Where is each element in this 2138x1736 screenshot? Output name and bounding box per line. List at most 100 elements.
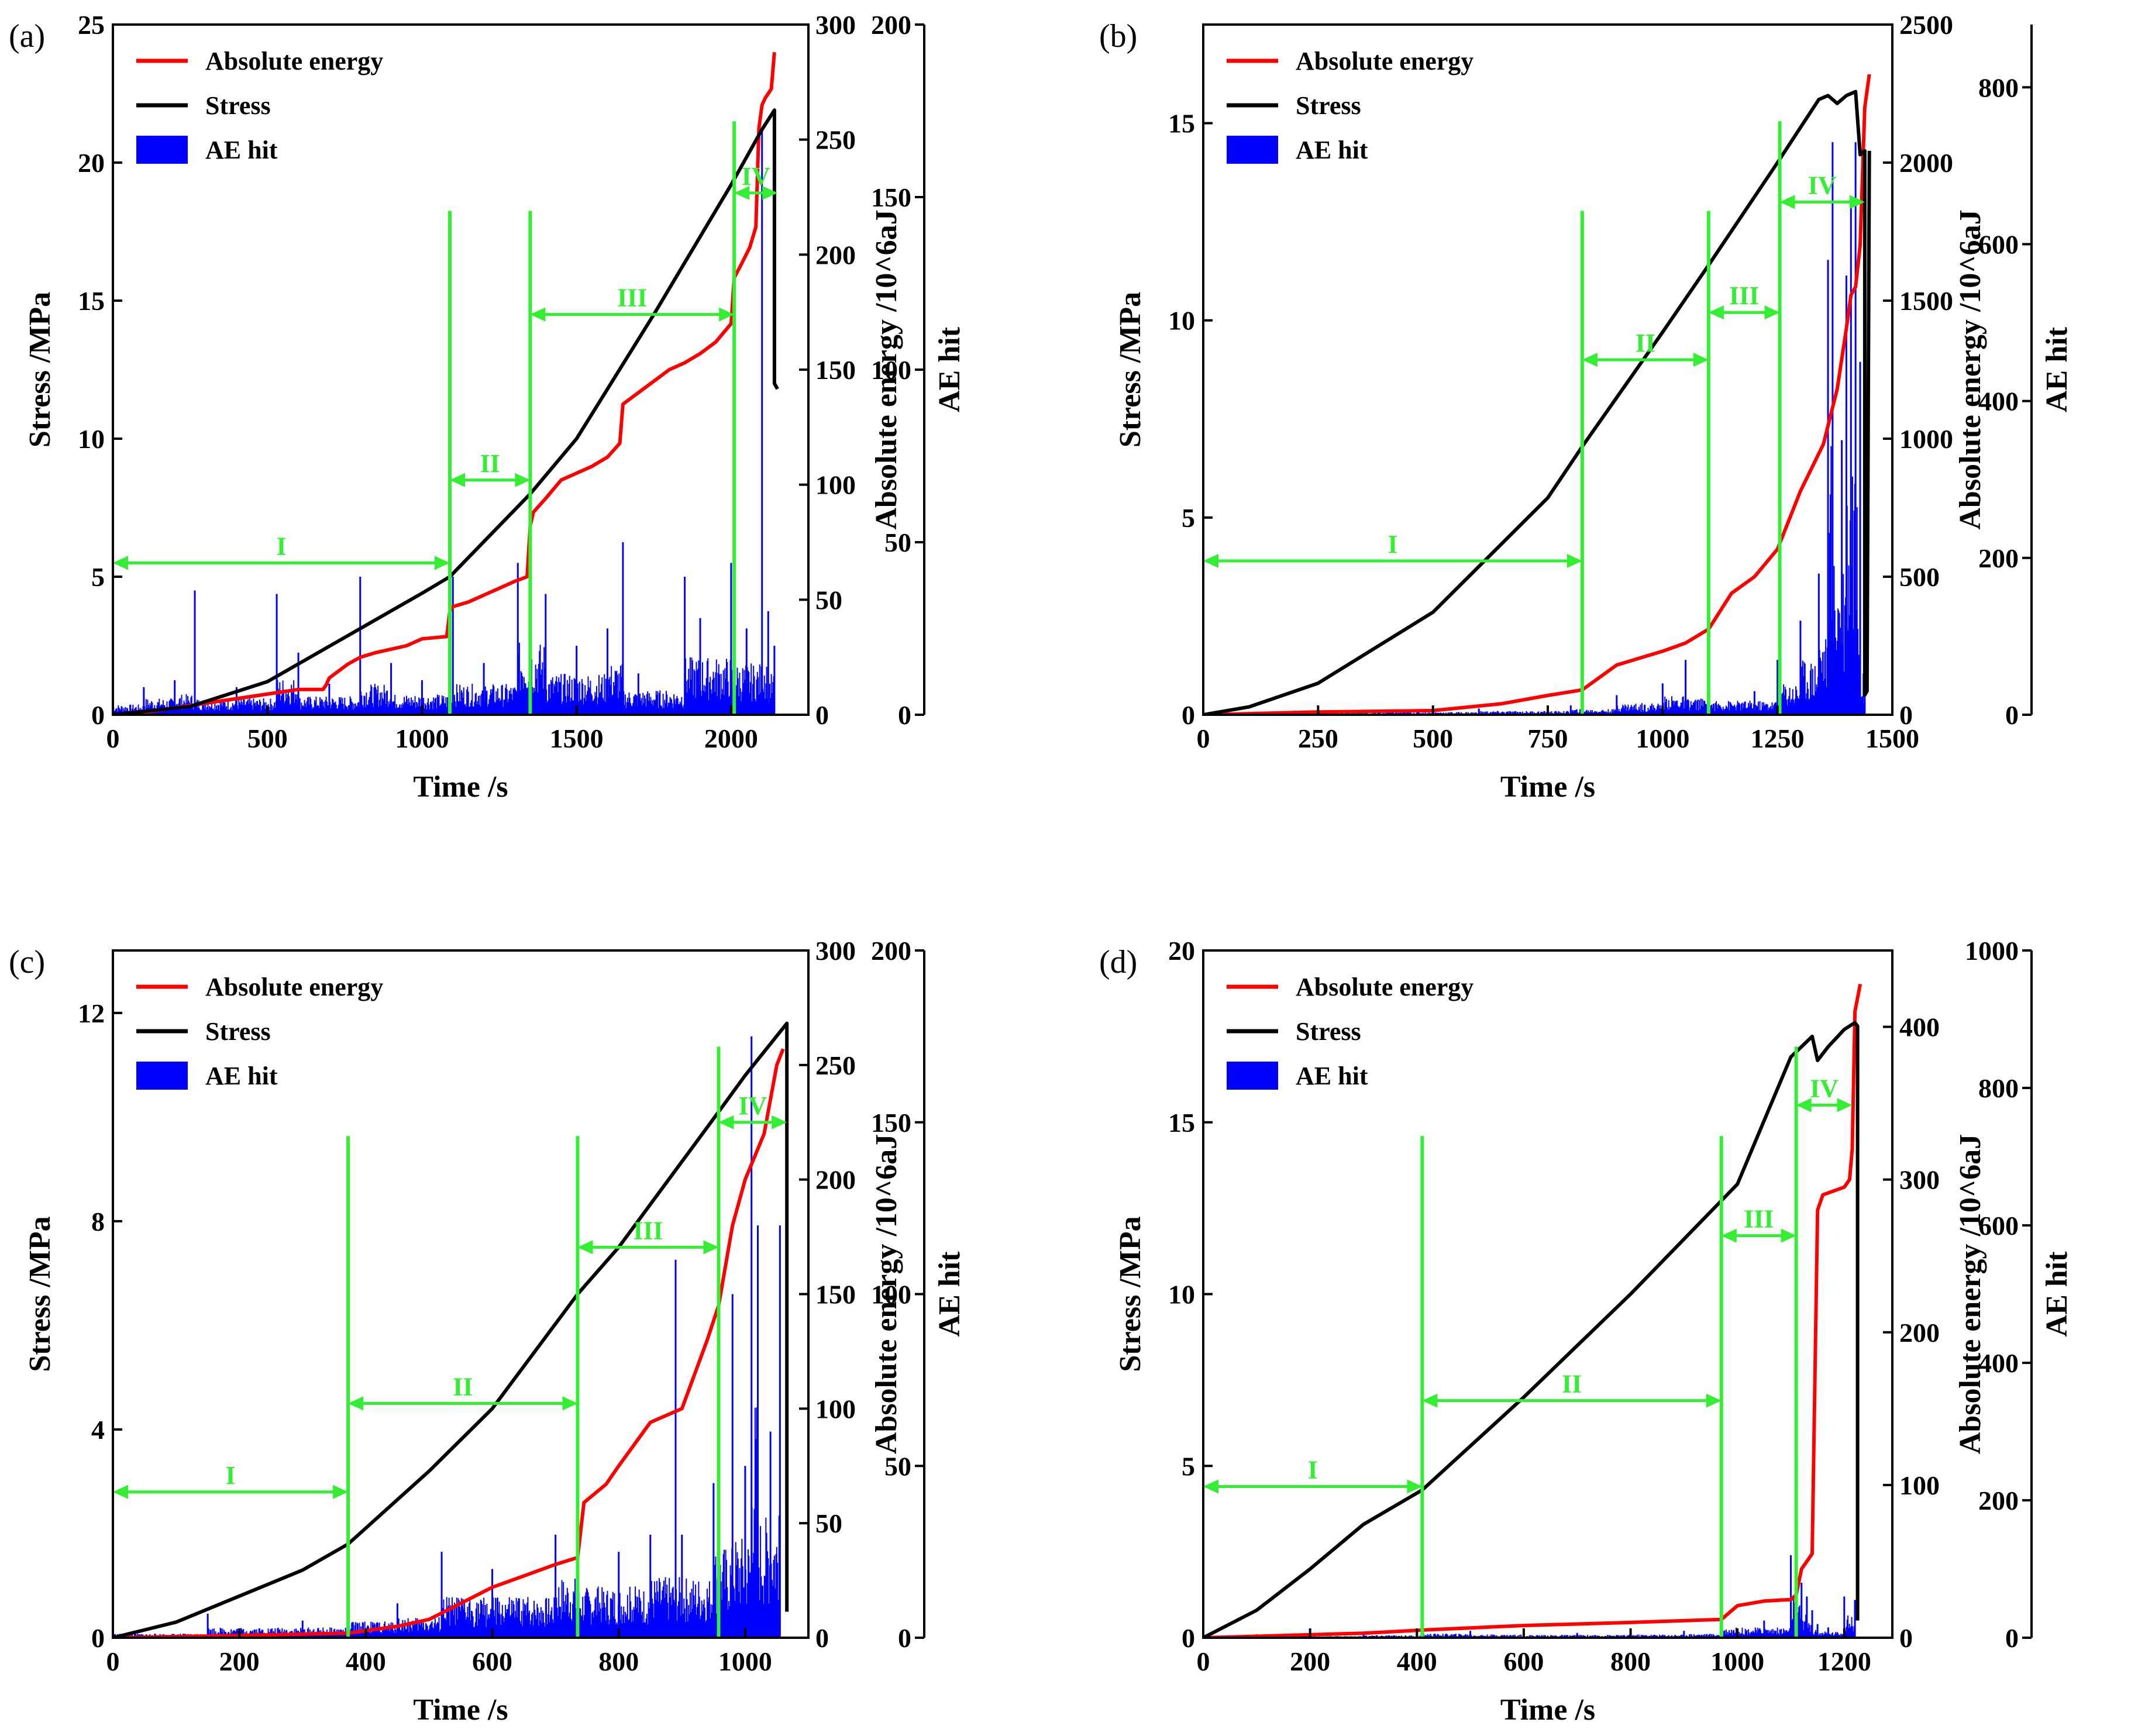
legend-label: AE hit bbox=[205, 1062, 278, 1090]
stress-axis-title: Stress /MPa bbox=[23, 1216, 57, 1372]
stage-arrow-head-right bbox=[1706, 1393, 1722, 1408]
energy-tick-label: 250 bbox=[815, 125, 856, 155]
x-tick-label: 0 bbox=[106, 724, 120, 753]
hit-tick-label: 0 bbox=[898, 1623, 911, 1653]
stage-arrow-head-right bbox=[1407, 1479, 1423, 1494]
energy-tick-label: 0 bbox=[1899, 700, 1913, 730]
energy-tick-label: 1000 bbox=[1899, 424, 1953, 454]
stage-label: III bbox=[1729, 281, 1759, 310]
plot-frame bbox=[1202, 949, 1893, 1639]
x-tick-label: 0 bbox=[106, 1647, 120, 1676]
x-axis-title: Time /s bbox=[413, 1693, 508, 1727]
x-tick-label: 1000 bbox=[1636, 724, 1689, 753]
stress-tick-label: 10 bbox=[1168, 306, 1195, 336]
energy-tick-label: 300 bbox=[815, 936, 856, 966]
stage-arrow-head-left bbox=[113, 556, 128, 570]
stage-label: I bbox=[225, 1461, 235, 1490]
energy-tick-label: 1500 bbox=[1899, 286, 1953, 316]
energy-tick-label: 400 bbox=[1899, 1012, 1940, 1042]
legend: Absolute energy Stress AE hit bbox=[1227, 973, 1473, 1090]
x-tick-label: 0 bbox=[1197, 1647, 1210, 1676]
energy-tick-label: 100 bbox=[815, 1394, 856, 1424]
hit-tick-label: 400 bbox=[1978, 387, 2019, 416]
legend-swatch-ae-hit bbox=[136, 1062, 188, 1090]
hit-tick-label: 150 bbox=[871, 182, 911, 212]
stress-tick-label: 15 bbox=[1168, 1108, 1195, 1138]
x-tick-label: 800 bbox=[1610, 1647, 1651, 1676]
absolute-energy-curve bbox=[1203, 74, 1871, 715]
panel-label: (b) bbox=[1099, 18, 1137, 54]
x-axis-title: Time /s bbox=[413, 770, 508, 804]
x-tick-label: 400 bbox=[346, 1647, 386, 1676]
x-axis-title: Time /s bbox=[1500, 1693, 1595, 1727]
energy-axis-title: Absolute energy /10^6aJ bbox=[1954, 1134, 1987, 1454]
energy-tick-label: 200 bbox=[815, 240, 856, 270]
stress-tick-label: 20 bbox=[78, 148, 105, 178]
hit-tick-label: 400 bbox=[1978, 1348, 2019, 1378]
x-tick-label: 1200 bbox=[1817, 1647, 1871, 1676]
stage-arrow-head-right bbox=[719, 307, 735, 322]
stage-arrow-head-right bbox=[1837, 1098, 1853, 1112]
stage-arrow-head-left bbox=[450, 473, 466, 487]
stage-label: II bbox=[1636, 329, 1655, 357]
stress-tick-label: 4 bbox=[91, 1415, 105, 1445]
hit-tick-label: 200 bbox=[1978, 543, 2019, 573]
hit-tick-label: 100 bbox=[871, 355, 911, 385]
stage-arrow-head-right bbox=[703, 1240, 719, 1255]
stage-arrow-head-left bbox=[1582, 353, 1598, 367]
stress-curve bbox=[1203, 1021, 1860, 1638]
stress-tick-label: 0 bbox=[1182, 1623, 1195, 1653]
x-tick-label: 1500 bbox=[550, 724, 604, 753]
hit-tick-label: 0 bbox=[2005, 1623, 2019, 1653]
ae-hit-background-spikes bbox=[1203, 1590, 1855, 1638]
stage-arrow-head-left bbox=[1708, 305, 1724, 320]
stage-arrow-head-right bbox=[562, 1396, 578, 1411]
panel-label: (a) bbox=[9, 18, 45, 54]
stage-arrow-head-left bbox=[348, 1396, 364, 1411]
energy-axis-title: Absolute energy /10^6aJ bbox=[1954, 209, 1987, 529]
stage-arrow-head-left bbox=[113, 1484, 128, 1499]
plot-area bbox=[1203, 74, 1871, 715]
stress-tick-label: 0 bbox=[91, 1623, 105, 1653]
stage-arrow-head-right bbox=[1693, 353, 1709, 367]
legend-label: AE hit bbox=[1296, 136, 1368, 164]
stage-arrow-head-left bbox=[1721, 1228, 1737, 1243]
stress-tick-label: 5 bbox=[1182, 503, 1195, 533]
ae-hit-background-spikes bbox=[1203, 446, 1865, 715]
energy-tick-label: 300 bbox=[1899, 1165, 1940, 1195]
energy-tick-label: 100 bbox=[815, 470, 856, 500]
hit-tick-label: 0 bbox=[2005, 700, 2019, 730]
legend-label: AE hit bbox=[1296, 1062, 1368, 1090]
stress-axis-title: Stress /MPa bbox=[1114, 1216, 1147, 1372]
stress-tick-label: 15 bbox=[1168, 109, 1195, 139]
stress-tick-label: 10 bbox=[78, 424, 105, 454]
energy-axis-title: Absolute energy /10^6aJ bbox=[870, 1134, 903, 1454]
legend-swatch-ae-hit bbox=[136, 136, 188, 164]
stage-arrow-head-left bbox=[530, 307, 546, 322]
x-tick-label: 600 bbox=[1503, 1647, 1544, 1676]
hit-tick-label: 200 bbox=[1978, 1486, 2019, 1515]
plot-frame bbox=[1202, 23, 1893, 716]
stage-label: IV bbox=[738, 1091, 767, 1120]
energy-tick-label: 200 bbox=[815, 1165, 856, 1195]
hit-tick-label: 1000 bbox=[1965, 936, 2019, 966]
stress-axis-title: Stress /MPa bbox=[23, 292, 57, 447]
stage-label: III bbox=[617, 284, 647, 312]
stress-curve bbox=[113, 108, 779, 715]
stage-arrow-head-right bbox=[435, 556, 450, 570]
legend-label: Stress bbox=[205, 91, 271, 120]
energy-tick-label: 0 bbox=[815, 700, 829, 730]
stage-arrow-head-right bbox=[1849, 195, 1865, 209]
stage-label: III bbox=[633, 1216, 663, 1245]
legend: Absolute energy Stress AE hit bbox=[136, 973, 383, 1090]
stage-label: IV bbox=[1810, 1074, 1839, 1103]
stress-tick-label: 8 bbox=[91, 1207, 105, 1236]
legend-label: Absolute energy bbox=[205, 47, 383, 75]
energy-tick-label: 150 bbox=[815, 1280, 856, 1310]
stage-label: I bbox=[1308, 1456, 1318, 1484]
stress-tick-label: 20 bbox=[1168, 936, 1195, 966]
legend-label: Stress bbox=[1296, 91, 1361, 120]
stage-arrow-head-left bbox=[1422, 1393, 1438, 1408]
hit-tick-label: 800 bbox=[1978, 73, 2019, 102]
